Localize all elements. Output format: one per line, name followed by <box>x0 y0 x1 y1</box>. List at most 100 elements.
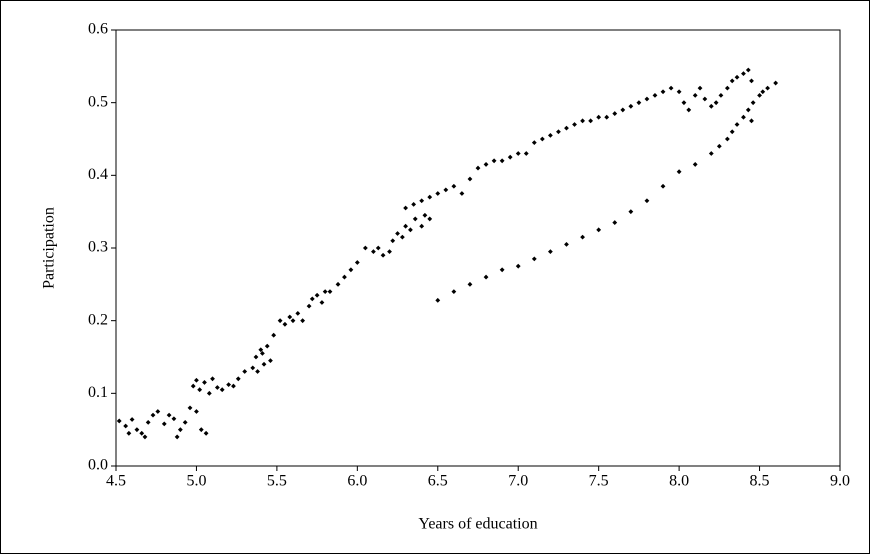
point <box>681 100 687 106</box>
point <box>483 274 489 280</box>
point <box>260 350 265 356</box>
point <box>729 129 735 135</box>
point <box>250 365 256 371</box>
point <box>390 238 396 244</box>
point <box>604 114 610 120</box>
point <box>745 107 751 113</box>
point <box>226 382 232 388</box>
x-tick-label: 4.5 <box>106 473 126 490</box>
point <box>242 369 248 374</box>
x-tick-label: 6.0 <box>347 473 367 490</box>
point <box>319 300 325 305</box>
x-tick-label: 6.5 <box>428 473 448 490</box>
y-tick-label: 0.3 <box>88 239 108 256</box>
point <box>628 103 634 109</box>
point <box>277 318 283 324</box>
point <box>708 151 714 156</box>
point <box>354 260 360 265</box>
point <box>668 85 674 91</box>
point <box>210 376 215 382</box>
point <box>422 212 428 218</box>
point <box>580 118 585 124</box>
point <box>231 383 236 389</box>
point <box>206 390 212 396</box>
y-tick-label: 0.1 <box>88 384 108 401</box>
x-axis-label: Years of education <box>418 516 537 533</box>
point <box>171 416 177 422</box>
point <box>676 89 682 95</box>
point <box>187 405 193 411</box>
point <box>499 158 505 164</box>
point <box>235 376 241 382</box>
point <box>644 96 650 102</box>
point <box>139 430 145 436</box>
point <box>427 216 433 222</box>
point <box>282 321 288 327</box>
point <box>399 234 405 240</box>
point <box>427 194 433 200</box>
point <box>300 318 306 324</box>
point <box>203 430 209 436</box>
point <box>724 136 730 142</box>
point <box>686 107 692 113</box>
point <box>507 154 513 160</box>
point <box>335 281 341 287</box>
point <box>734 74 740 80</box>
point <box>395 231 400 236</box>
point <box>596 114 602 120</box>
point <box>177 427 183 433</box>
point <box>290 318 296 324</box>
point <box>380 252 386 258</box>
point <box>499 267 505 273</box>
point <box>467 281 473 287</box>
point <box>580 234 585 240</box>
point <box>261 361 267 367</box>
point <box>155 409 161 414</box>
point <box>644 198 650 204</box>
point <box>295 311 301 316</box>
point <box>166 412 172 418</box>
x-tick-label: 8.0 <box>669 473 689 490</box>
y-tick-label: 0.4 <box>88 166 108 183</box>
x-tick-label: 7.0 <box>508 473 528 490</box>
point <box>371 249 376 255</box>
point <box>660 183 666 189</box>
x-tick-label: 5.5 <box>267 473 287 490</box>
point <box>716 143 722 149</box>
point <box>660 89 666 95</box>
point <box>620 107 626 113</box>
point <box>134 427 140 433</box>
point <box>387 249 392 255</box>
x-tick-label: 7.5 <box>589 473 609 490</box>
x-tick-label: 8.5 <box>750 473 770 490</box>
point <box>729 78 735 84</box>
point <box>253 354 259 360</box>
point <box>523 151 529 156</box>
point <box>459 191 465 196</box>
point <box>411 202 417 207</box>
point <box>412 216 418 222</box>
point <box>306 303 312 309</box>
y-tick-label: 0.6 <box>88 21 108 38</box>
point <box>327 289 333 294</box>
point <box>548 249 553 255</box>
point <box>342 274 347 280</box>
point <box>745 67 751 73</box>
point <box>255 369 260 374</box>
point <box>150 412 156 418</box>
point <box>702 96 708 102</box>
point <box>194 409 199 414</box>
point <box>636 100 642 106</box>
point <box>126 430 132 436</box>
point <box>588 118 594 124</box>
point <box>116 418 122 424</box>
point <box>174 434 180 440</box>
point <box>435 297 441 303</box>
point <box>403 223 408 229</box>
point <box>556 129 561 135</box>
point <box>264 343 270 349</box>
point <box>548 132 553 138</box>
point <box>435 191 441 196</box>
